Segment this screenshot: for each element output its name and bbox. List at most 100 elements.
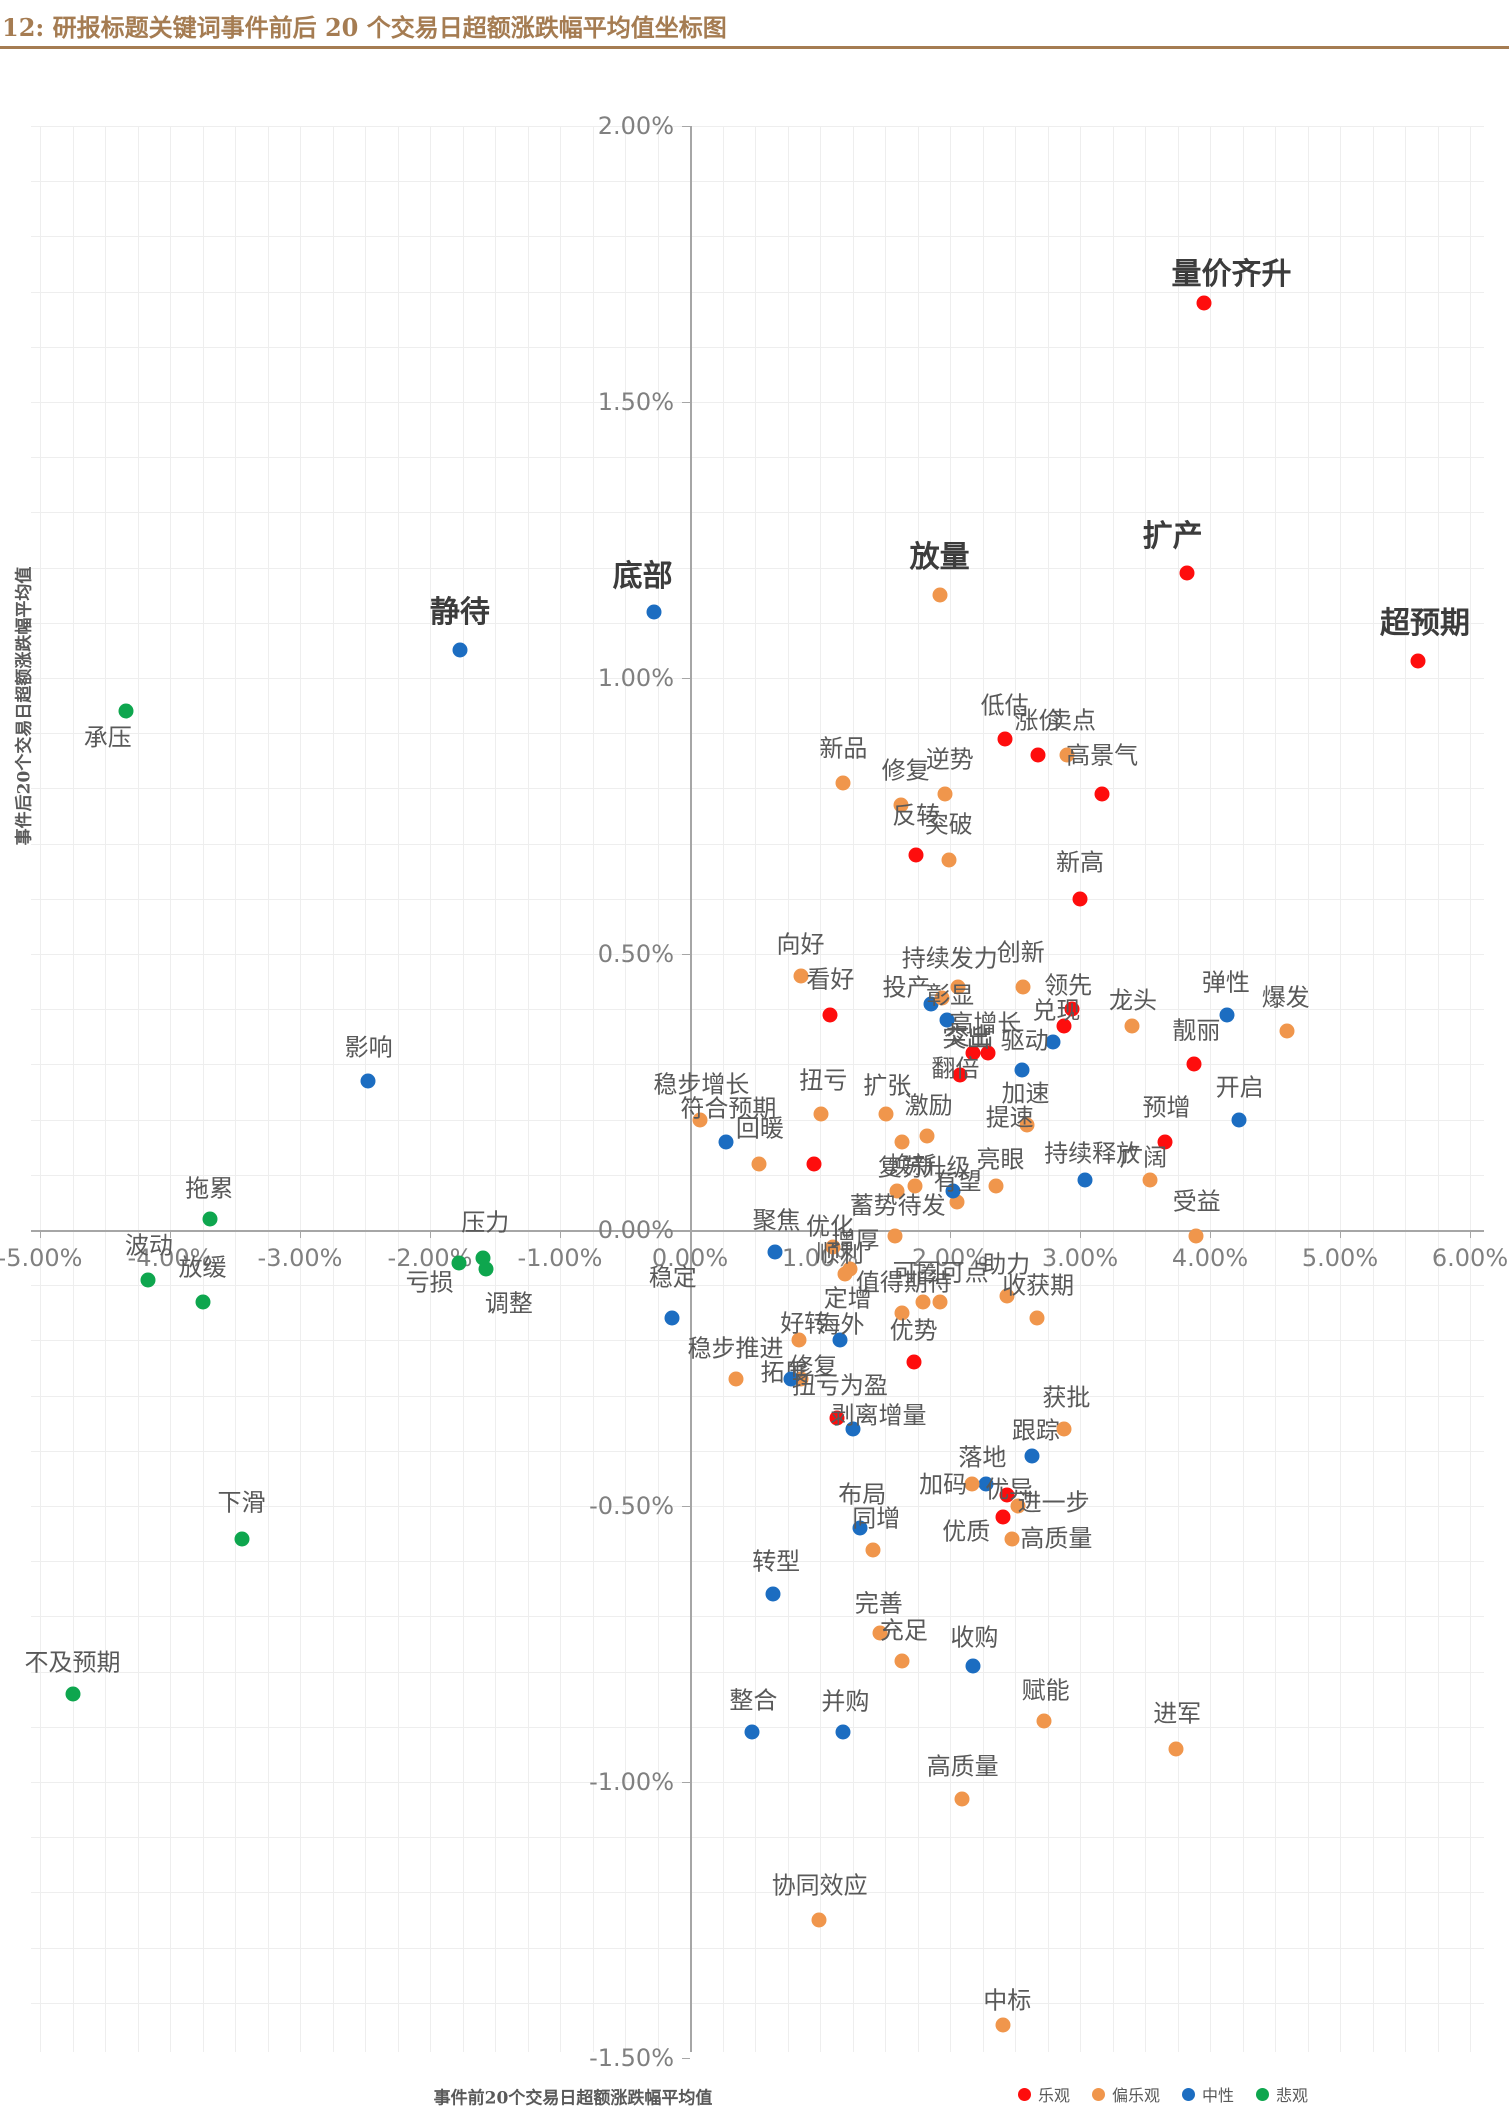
point-label: 创新: [996, 938, 1045, 967]
gridline-vertical: [495, 126, 496, 2052]
chart-legend: 乐观 偏乐观 中性 悲观: [1018, 2082, 1308, 2106]
gridline-horizontal: [31, 2002, 1484, 2004]
gridline-horizontal: [31, 1174, 1484, 1176]
y-tick-mark: [682, 1782, 690, 1783]
point-label: 超预期: [1380, 606, 1470, 642]
data-point: [932, 1294, 948, 1310]
x-tick-label: 4.00%: [1171, 1244, 1249, 1272]
data-point: [1036, 1713, 1052, 1729]
point-label: 整合: [729, 1686, 778, 1715]
point-label: 同增: [852, 1504, 901, 1533]
point-label: 扭亏为盈: [791, 1371, 888, 1400]
gridline-horizontal: [31, 402, 1484, 403]
point-label: 修复: [789, 1352, 838, 1381]
point-label: 定增: [823, 1284, 872, 1313]
data-point: [1004, 1531, 1020, 1547]
point-label: 看好: [806, 965, 855, 994]
gridline-horizontal: [31, 126, 1484, 127]
data-point: [965, 1658, 981, 1674]
legend-swatch-icon: [1018, 2087, 1031, 2101]
point-label: 亏损: [405, 1268, 454, 1297]
point-label: 广阔: [1119, 1143, 1168, 1172]
legend-swatch-icon: [1256, 2087, 1270, 2101]
gridline-horizontal: [31, 1892, 1484, 1894]
point-label: 复苏: [877, 1153, 926, 1182]
gridline-vertical: [462, 126, 464, 2052]
point-label: 靓丽: [1172, 1016, 1221, 1045]
x-tick-label: -5.00%: [0, 1244, 83, 1272]
point-label: 涨价: [1014, 706, 1063, 735]
gridline-horizontal: [31, 1671, 1484, 1673]
legend-swatch-icon: [1182, 2087, 1196, 2101]
gridline-vertical: [1080, 126, 1081, 2052]
legend-label: 悲观: [1276, 2086, 1309, 2105]
data-point: [829, 1410, 845, 1426]
gridline-vertical: [982, 126, 984, 2052]
point-label: 聚焦: [752, 1206, 801, 1235]
data-point: [934, 990, 950, 1006]
y-tick-mark: [682, 2058, 690, 2059]
point-label: 落地: [958, 1443, 1007, 1472]
x-tick-label: 3.00%: [1041, 1244, 1119, 1272]
gridline-vertical: [105, 126, 106, 2052]
legend-swatch-icon: [1092, 2087, 1106, 2101]
data-point: [767, 1244, 782, 1260]
data-point: [1196, 295, 1211, 311]
data-point: [452, 642, 468, 658]
data-point: [939, 1012, 955, 1028]
point-label: 静待: [429, 595, 490, 631]
legend-label: 偏乐观: [1112, 2086, 1161, 2105]
data-point: [845, 1421, 860, 1437]
gridline-horizontal: [31, 1450, 1484, 1452]
point-label: 收购: [950, 1623, 999, 1652]
data-point: [907, 1178, 923, 1194]
data-point: [1219, 1007, 1235, 1023]
data-point: [908, 847, 924, 863]
data-point: [952, 1067, 968, 1083]
data-point: [195, 1294, 210, 1310]
legend-item: 乐观: [1018, 2082, 1070, 2106]
point-label: 量价齐升: [1171, 256, 1292, 292]
data-point: [894, 1134, 910, 1150]
gridline-vertical: [950, 126, 951, 2052]
data-point: [646, 604, 662, 620]
point-label: 扩张: [863, 1071, 912, 1100]
gridline-vertical: [300, 126, 301, 2052]
data-point: [923, 996, 938, 1012]
data-point: [813, 1106, 829, 1122]
gridline-horizontal: [31, 1561, 1484, 1563]
gridline-vertical: [40, 126, 41, 2052]
point-label: 稳步增长: [653, 1070, 750, 1099]
data-point: [941, 852, 957, 868]
data-point: [865, 1542, 881, 1558]
x-tick-mark: [1470, 1230, 1471, 1238]
gridline-horizontal: [31, 1837, 1484, 1839]
x-tick-mark: [690, 1230, 691, 1238]
data-point: [837, 1266, 853, 1282]
point-label: 预增: [1142, 1093, 1191, 1122]
point-label: 值得期待: [855, 1268, 952, 1297]
y-tick-mark: [682, 954, 690, 955]
x-tick-mark: [1210, 1230, 1211, 1238]
point-label: 转型: [752, 1547, 801, 1576]
figure-title: 12: 研报标题关键词事件前后 20 个交易日超额涨跌幅平均值坐标图: [2, 13, 727, 42]
x-tick-mark: [430, 1230, 431, 1238]
point-label: 稳步推进: [687, 1334, 784, 1363]
data-point: [964, 1476, 980, 1492]
x-tick-label: -1.00%: [517, 1244, 603, 1272]
point-label: 优势: [889, 1316, 938, 1345]
x-tick-mark: [300, 1230, 301, 1238]
gridline-vertical: [137, 126, 139, 2052]
point-label: 放缓: [178, 1253, 227, 1282]
data-point: [811, 1912, 827, 1928]
data-point: [140, 1272, 156, 1288]
point-label: 中标: [983, 1986, 1032, 2015]
point-label: 回暖: [735, 1114, 784, 1143]
data-point: [999, 1288, 1015, 1304]
data-point: [997, 731, 1013, 747]
point-label: 突出: [942, 1024, 991, 1053]
gridline-vertical: [430, 126, 431, 2052]
point-label: 进一步: [1017, 1488, 1090, 1517]
gridline-vertical: [1437, 126, 1439, 2052]
